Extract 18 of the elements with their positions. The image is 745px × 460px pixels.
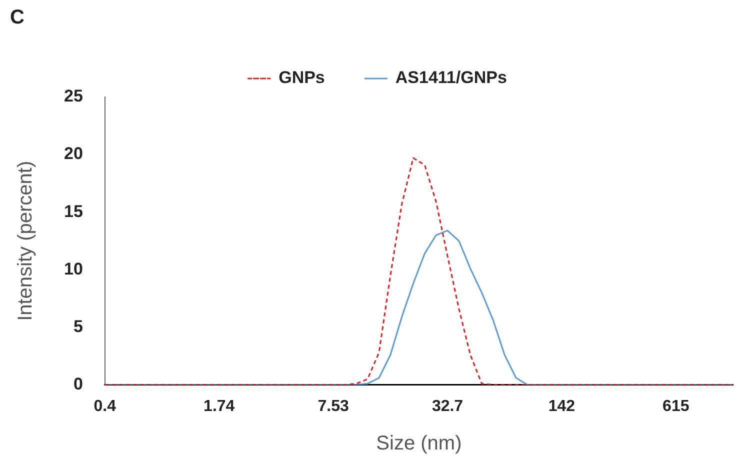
legend-label: AS1411/GNPs — [395, 68, 507, 88]
line-series — [104, 157, 734, 385]
x-tick-label: 0.4 — [94, 398, 116, 415]
x-tick-label: 1.74 — [204, 398, 235, 415]
x-axis-title: Size (nm) — [376, 432, 462, 455]
y-tick-label: 20 — [64, 144, 83, 164]
legend-label: GNPs — [278, 68, 325, 88]
y-tick-label: 10 — [64, 259, 83, 278]
x-tick-label: 32.7 — [432, 398, 464, 415]
chart-title: C — [10, 6, 24, 29]
x-tick-label: 7.53 — [318, 398, 349, 415]
x-tick-label: 615 — [662, 398, 690, 415]
y-tick-label: 15 — [64, 202, 83, 221]
y-tick-label: 25 — [64, 86, 83, 106]
x-tick-label: 142 — [548, 398, 576, 415]
y-tick-label: 0 — [73, 374, 83, 394]
y-tick-label: 5 — [73, 316, 83, 336]
y-axis-title: Intensity (percent) — [14, 160, 37, 321]
